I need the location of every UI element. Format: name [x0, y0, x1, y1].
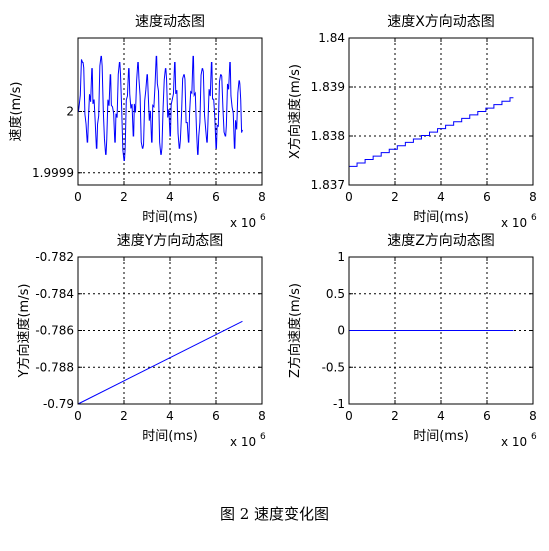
chart-2-x-exponent: x 10: [501, 216, 527, 230]
chart-3-x-tick-label: 4: [166, 409, 174, 423]
chart-1-x-tick-label: 0: [74, 190, 82, 204]
chart-2-x-exponent-power: 6: [531, 213, 537, 223]
chart-3-title: 速度Y方向动态图: [117, 233, 224, 249]
chart-3-y-tick-label: -0.788: [35, 360, 74, 374]
chart-2-x-tick-label: 4: [437, 190, 445, 204]
chart-4-y-tick-label: 1: [337, 250, 345, 264]
chart-1-y-tick-label: 2: [66, 105, 74, 119]
chart-2-plot-area: [349, 38, 533, 185]
chart-3-y-tick-label: -0.79: [43, 397, 74, 411]
chart-4-title: 速度Z方向动态图: [387, 233, 495, 249]
chart-3-x-exponent-power: 6: [260, 432, 266, 442]
chart-1-y-tick-label: 1.9999: [32, 166, 74, 180]
chart-4-x-tick-label: 0: [345, 409, 353, 423]
chart-1-axes-frame: [77, 37, 263, 186]
chart-2-x-tick-label: 0: [345, 190, 353, 204]
chart-1-x-tick-label: 6: [212, 190, 220, 204]
chart-1-x-exponent: x 10: [230, 216, 256, 230]
chart-2-x-tick-label: 8: [529, 190, 537, 204]
chart-1-title: 速度动态图: [135, 14, 205, 30]
chart-4-axes-frame: [348, 256, 534, 405]
chart-2-y-tick-label: 1.838: [311, 129, 345, 143]
chart-4-y-tick-label: -1: [333, 397, 345, 411]
chart-4-y-tick-label: 0: [337, 324, 345, 338]
chart-4-x-tick-label: 6: [483, 409, 491, 423]
chart-4-y-tick-label: 0.5: [326, 287, 345, 301]
chart-1-x-label: 时间(ms): [142, 210, 198, 225]
chart-1-y-label: 速度(m/s): [8, 82, 24, 142]
chart-4-x-tick-label: 2: [391, 409, 399, 423]
chart-2-x-tick-label: 2: [391, 190, 399, 204]
figure-caption: 图 2 速度变化图: [219, 505, 330, 523]
chart-3-x-tick-label: 8: [258, 409, 266, 423]
chart-2-y-tick-label: 1.839: [311, 80, 345, 94]
chart-2-y-tick-label: 1.837: [311, 178, 345, 192]
chart-1-series-line: [77, 55, 243, 161]
chart-4-x-tick-label: 4: [437, 409, 445, 423]
chart-4-x-exponent: x 10: [501, 435, 527, 449]
chart-4-x-exponent-power: 6: [531, 432, 537, 442]
chart-3-x-label: 时间(ms): [142, 429, 198, 444]
chart-3-axes-frame: [77, 256, 263, 405]
chart-3-y-tick-label: -0.782: [35, 250, 74, 264]
chart-3-x-tick-label: 2: [120, 409, 128, 423]
chart-3-x-tick-label: 6: [212, 409, 220, 423]
chart-1-x-tick-label: 4: [166, 190, 174, 204]
chart-1-x-tick-label: 2: [120, 190, 128, 204]
chart-4-y-tick-label: -0.5: [322, 360, 345, 374]
chart-1-x-tick-label: 8: [258, 190, 266, 204]
chart-2-x-tick-label: 6: [483, 190, 491, 204]
chart-2-x-label: 时间(ms): [413, 210, 469, 225]
chart-3-series-line: [77, 320, 243, 405]
chart-2-axes-frame: [348, 37, 534, 186]
chart-3-y-label: Y方向速度(m/s): [16, 284, 32, 379]
chart-3-x-exponent: x 10: [230, 435, 256, 449]
chart-4-x-label: 时间(ms): [413, 429, 469, 444]
chart-1-x-exponent-power: 6: [260, 213, 266, 223]
chart-4-x-tick-label: 8: [529, 409, 537, 423]
chart-3: 0 2 4 6 8 -0.79 -0.788 -0.786 -0.784 -0.782 速度Y方向动…: [16, 233, 266, 449]
chart-2-y-label: X方向速度(m/s): [287, 64, 303, 159]
chart-2-title: 速度X方向动态图: [387, 14, 495, 30]
chart-4-y-label: Z方向速度(m/s): [287, 283, 303, 378]
chart-2-series-line: [349, 97, 514, 167]
chart-3-x-tick-label: 0: [74, 409, 82, 423]
chart-3-y-tick-label: -0.786: [35, 324, 74, 338]
chart-2-y-tick-label: 1.84: [318, 31, 345, 45]
chart-3-y-tick-label: -0.784: [35, 287, 74, 301]
